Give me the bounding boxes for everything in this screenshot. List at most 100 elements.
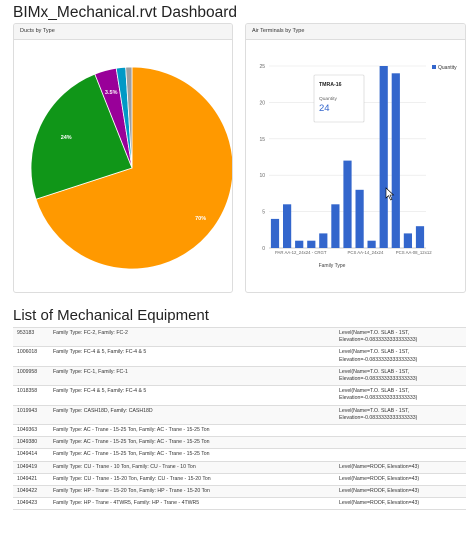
equipment-level-line: Elevation=-0.0833333333333333)	[339, 414, 418, 421]
equipment-level-line: Level(Name=T.O. SLAB - 1ST,	[339, 388, 410, 395]
y-tick-label-1: 5	[262, 210, 265, 216]
equipment-type-cell: Family Type: CASH18D, Family: CASH18D	[49, 404, 335, 425]
table-row: 1049423 Family Type: HP - Trane - 4TWR5, …	[13, 497, 466, 511]
bar-1	[283, 204, 292, 248]
bar-4	[319, 233, 328, 248]
table-row: 1018358 Family Type: FC-4 & 5, Family: FC…	[13, 385, 466, 406]
equipment-level-cell: Level(Name=ROOF, Elevation=43)	[335, 497, 466, 511]
x-tick-label-2: PCS AA-08_12x12	[396, 250, 432, 255]
equipment-level-line: Level(Name=ROOF, Elevation=43)	[339, 488, 420, 495]
air-terminals-bar-chart: 0 5 10 15 20 25 PAR AA-12_24x24 - CRGT PCS AA-1…	[259, 64, 457, 269]
equipment-table: 953183 Family Type: FC-2, Family: FC-2 Lev…	[13, 326, 466, 511]
equipment-level-cell: Level(Name=ROOF, Elevation=43)	[335, 485, 466, 498]
equipment-id-cell: 1049421	[13, 472, 49, 486]
tooltip-value: 24	[319, 103, 330, 114]
equipment-level-cell: Level(Name=T.O. SLAB - 1ST, Elevation=-0.…	[335, 404, 466, 425]
ducts-panel-title: Ducts by Type	[14, 24, 232, 40]
equipment-level-line: Level(Name=ROOF, Elevation=43)	[339, 475, 420, 482]
table-row: 1049419 Family Type: CU - Trane - 10 Ton,…	[13, 460, 466, 474]
equipment-level-line: Elevation=-0.0833333333333333)	[339, 356, 418, 363]
equipment-id-cell: 1049419	[13, 460, 49, 474]
bar-9	[379, 66, 388, 248]
equipment-level-line: Level(Name=ROOF, Elevation=43)	[339, 463, 420, 470]
page-title: BIMx_Mechanical.rvt Dashboard	[13, 4, 237, 21]
equipment-level-cell: Level(Name=T.O. SLAB - 1ST, Elevation=-0.…	[335, 385, 466, 406]
y-tick-label-0: 0	[262, 246, 265, 252]
tooltip-label: TMRA-16	[319, 82, 342, 88]
table-row: 1049421 Family Type: CU - Trane - 15-20 T…	[13, 472, 466, 486]
equipment-type-cell: Family Type: FC-1, Family: FC-1	[49, 365, 335, 386]
bar-3	[307, 240, 316, 248]
equipment-level-line: Level(Name=T.O. SLAB - 1ST,	[339, 407, 410, 414]
equipment-id-cell: 1019943	[13, 404, 49, 425]
legend-swatch	[432, 65, 436, 69]
pie-slice-label-1: 24%	[61, 135, 72, 141]
air-terminals-panel: Air Terminals by Type 0 5 10 15 20 25 PAR AA-1…	[245, 23, 466, 293]
equipment-id-cell: 1006018	[13, 346, 49, 367]
y-tick-label-5: 25	[259, 64, 265, 70]
pie-slice-label-2: 3.5%	[105, 90, 118, 96]
equipment-level-cell: Level(Name=ROOF, Elevation=43)	[335, 472, 466, 486]
equipment-type-cell: Family Type: AC - Trane - 15-25 Ton, Fam…	[49, 424, 335, 437]
equipment-id-cell: 1018358	[13, 385, 49, 406]
equipment-type-cell: Family Type: CU - Trane - 10 Ton, Family…	[49, 460, 335, 474]
air-panel-title: Air Terminals by Type	[246, 24, 465, 40]
bar-7	[355, 189, 364, 248]
equipment-type-cell: Family Type: CU - Trane - 15-20 Ton, Fam…	[49, 472, 335, 486]
table-row: 1049414 Family Type: AC - Trane - 15-25 T…	[13, 448, 466, 462]
pie-slice-0	[35, 66, 232, 270]
table-row: 1009958 Family Type: FC-1, Family: FC-1 Le…	[13, 365, 466, 386]
bar-11	[403, 233, 412, 248]
bar-12	[415, 226, 425, 248]
table-row: 1006018 Family Type: FC-4 & 5, Family: FC…	[13, 346, 466, 367]
y-tick-label-2: 10	[259, 173, 265, 179]
equipment-level-cell: Level(Name=ROOF, Elevation=43)	[335, 460, 466, 474]
equipment-level-line: Level(Name=ROOF, Elevation=43)	[339, 500, 420, 507]
equipment-type-cell: Family Type: FC-4 & 5, Family: FC-4 & 5	[49, 385, 335, 406]
equipment-level-line: Elevation=-0.0833333333333333)	[339, 395, 418, 402]
equipment-level-cell	[335, 448, 466, 462]
bar-8	[367, 240, 376, 248]
pie-slice-label-0: 70%	[195, 216, 206, 222]
equipment-id-cell: 1049422	[13, 485, 49, 498]
equipment-level-line: Level(Name=T.O. SLAB - 1ST,	[339, 330, 410, 336]
table-row: 953183 Family Type: FC-2, Family: FC-2 Lev…	[13, 326, 466, 347]
equipment-type-cell: Family Type: HP - Trane - 15-20 Ton, Fam…	[49, 485, 335, 498]
y-tick-label-4: 20	[259, 100, 265, 106]
pie-slice-1	[30, 73, 133, 200]
x-axis-label: Family Type	[319, 263, 346, 269]
bar-5	[331, 204, 340, 248]
equipment-type-cell: Family Type: AC - Trane - 15-25 Ton, Fam…	[49, 448, 335, 462]
equipment-id-cell: 1049423	[13, 497, 49, 511]
y-tick-label-3: 15	[259, 137, 265, 143]
table-row: 1049363 Family Type: AC - Trane - 15-25 T…	[13, 424, 466, 437]
equipment-level-line: Level(Name=T.O. SLAB - 1ST,	[339, 368, 410, 375]
equipment-id-cell: 953183	[13, 326, 49, 347]
table-row: 1049422 Family Type: HP - Trane - 15-20 T…	[13, 485, 466, 498]
equipment-level-cell: Level(Name=T.O. SLAB - 1ST, Elevation=-0.…	[335, 365, 466, 386]
equipment-id-cell: 1049380	[13, 436, 49, 449]
equipment-level-cell: Level(Name=T.O. SLAB - 1ST, Elevation=-0.…	[335, 346, 466, 367]
equipment-id-cell: 1009958	[13, 365, 49, 386]
x-tick-label-0: PAR AA-12_24x24 - CRGT	[275, 250, 327, 255]
equipment-section-title: List of Mechanical Equipment	[13, 307, 209, 324]
bar-6	[343, 160, 352, 248]
equipment-level-line: Level(Name=T.O. SLAB - 1ST,	[339, 349, 410, 356]
ducts-pie-chart: 70% 24% 3.5%	[30, 66, 232, 270]
table-row: 1019943 Family Type: CASH18D, Family: CAS…	[13, 404, 466, 425]
tooltip-box	[313, 74, 365, 123]
equipment-type-cell: Family Type: HP - Trane - 4TWR5, Family:…	[49, 497, 335, 511]
bar-0	[270, 218, 280, 248]
ducts-by-type-panel: Ducts by Type 70% 24% 3.5%	[13, 23, 233, 293]
equipment-id-cell: 1049363	[13, 424, 49, 437]
legend-label: Quantity	[438, 65, 457, 71]
equipment-id-cell: 1049414	[13, 448, 49, 462]
equipment-level-cell: Level(Name=T.O. SLAB - 1ST, Elevation=-0.…	[335, 326, 466, 347]
equipment-type-cell: Family Type: FC-4 & 5, Family: FC-4 & 5	[49, 346, 335, 367]
bar-10	[391, 73, 400, 248]
pie-slice-4	[125, 66, 133, 169]
equipment-level-line: Elevation=-0.0833333333333333)	[339, 376, 418, 383]
mouse-cursor-icon	[385, 187, 395, 201]
equipment-level-line: Elevation=-0.0833333333333333)	[339, 337, 418, 344]
equipment-level-cell	[335, 424, 466, 437]
